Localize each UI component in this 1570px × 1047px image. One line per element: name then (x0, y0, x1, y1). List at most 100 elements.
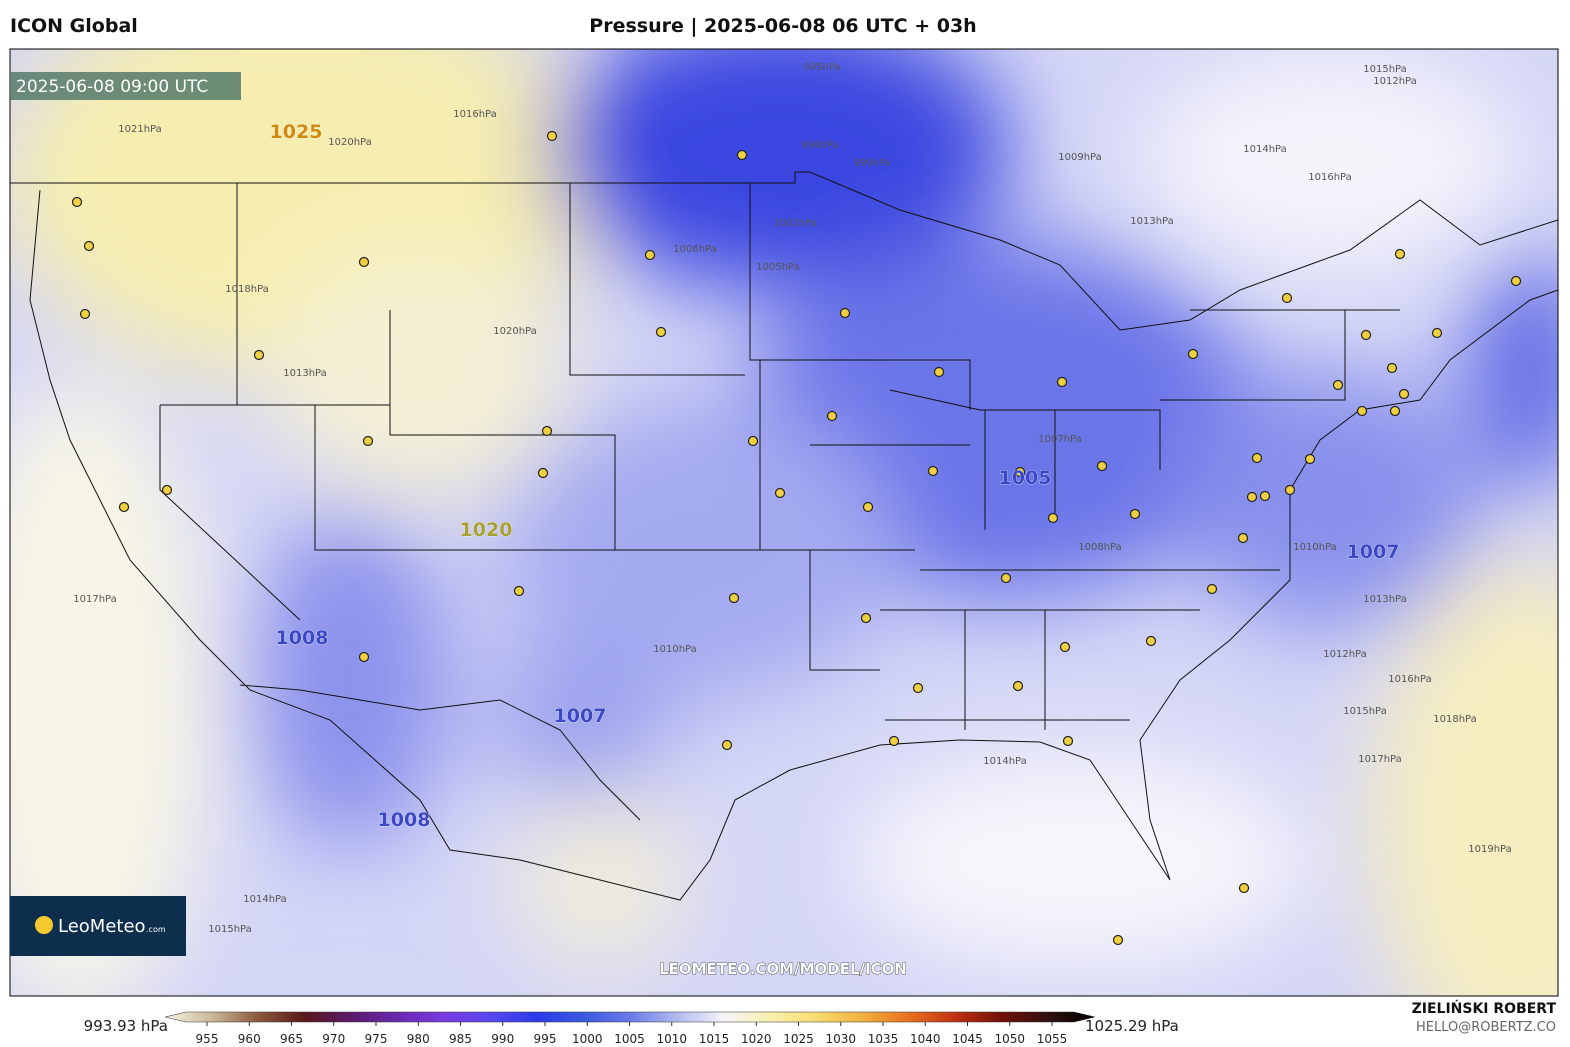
city-dot (1187, 348, 1199, 360)
city-dot (888, 735, 900, 747)
colorbar-tick-label: 975 (365, 1032, 388, 1046)
isobar-label: 1018hPa (225, 284, 269, 295)
city-dot (839, 307, 851, 319)
colorbar-tick-label: 965 (280, 1032, 303, 1046)
city-dot (1096, 460, 1108, 472)
colorbar-tick-label: 1040 (910, 1032, 941, 1046)
colorbar-tick-label: 985 (449, 1032, 472, 1046)
author: ZIELIŃSKI ROBERT (1412, 999, 1557, 1017)
colorbar-tick-label: 1035 (868, 1032, 899, 1046)
colorbar-tick-label: 955 (196, 1032, 219, 1046)
city-dot (1062, 735, 1074, 747)
colorbar-tick-label: 970 (322, 1032, 345, 1046)
isobar-label: 1016hPa (1388, 674, 1432, 685)
isobar-label: 1013hPa (283, 368, 327, 379)
city-dot (79, 308, 91, 320)
city-dot (655, 326, 667, 338)
pressure-center: 1008 (276, 627, 329, 649)
isobar-label: 998hPa (801, 140, 838, 151)
city-dot (1000, 572, 1012, 584)
city-dot (118, 501, 130, 513)
isobar-label: 1018hPa (1433, 714, 1477, 725)
isobar-label: 1020hPa (328, 137, 372, 148)
isobar-label: 1015hPa (1363, 64, 1407, 75)
colorbar-tick-label: 995 (534, 1032, 557, 1046)
colorbar-tick-label: 960 (238, 1032, 261, 1046)
city-dot (1431, 327, 1443, 339)
isobar-label: 1009hPa (1058, 152, 1102, 163)
isobar-label: 999hPa (853, 158, 890, 169)
city-dot (1356, 405, 1368, 417)
isobar-label: 1016hPa (1308, 172, 1352, 183)
city-dot (1237, 532, 1249, 544)
pressure-centers: 1025 1020 1008 1007 1005 1008 1007 (269, 121, 1400, 832)
city-dot (1014, 466, 1026, 478)
city-dot (1129, 508, 1141, 520)
logo-name: LeoMeteo (58, 916, 146, 937)
city-dot (546, 130, 558, 142)
pressure-center: 1007 (554, 705, 607, 727)
city-dot (1112, 934, 1124, 946)
isobar-label: 1014hPa (1243, 144, 1287, 155)
isobar-label: 1006hPa (673, 244, 717, 255)
isobar-label: 1013hPa (1130, 216, 1174, 227)
isobar-label: 1021hPa (118, 124, 162, 135)
time-box (10, 72, 241, 100)
city-dot (747, 435, 759, 447)
city-dot (1012, 680, 1024, 692)
city-dot (736, 149, 748, 161)
isobar-label: 1019hPa (1468, 844, 1512, 855)
city-dot (644, 249, 656, 261)
city-dot (358, 256, 370, 268)
city-dot (1360, 329, 1372, 341)
colorbar-min: 993.93 hPa (84, 1017, 168, 1035)
colorbar-tick-label: 990 (491, 1032, 514, 1046)
colorbar-tick-label: 1030 (825, 1032, 856, 1046)
city-dot (1281, 292, 1293, 304)
city-dot (358, 651, 370, 663)
isobar-label: 1015hPa (1343, 706, 1387, 717)
isobar-label: 1017hPa (73, 594, 117, 605)
isobar-label: 1010hPa (1293, 542, 1337, 553)
city-dot (1056, 376, 1068, 388)
city-dot (1238, 882, 1250, 894)
city-dot (1246, 491, 1258, 503)
city-dot (362, 435, 374, 447)
isobar-label: 995hPa (803, 62, 840, 73)
city-dot (1389, 405, 1401, 417)
pressure-center: 1005 (999, 467, 1052, 489)
city-dot (1510, 275, 1522, 287)
city-dot (728, 592, 740, 604)
city-dot (71, 196, 83, 208)
pressure-center: 1008 (378, 809, 431, 831)
city-dot (1059, 641, 1071, 653)
city-dot (541, 425, 553, 437)
city-dot (774, 487, 786, 499)
map-title: Pressure | 2025-06-08 06 UTC + 03h (589, 15, 976, 37)
city-dot (513, 585, 525, 597)
pressure-center: 1007 (1347, 541, 1400, 563)
city-dot (1206, 583, 1218, 595)
city-dot (912, 682, 924, 694)
isobar-label: 1014hPa (983, 756, 1027, 767)
city-dot (927, 465, 939, 477)
colorbar-tick-label: 1025 (783, 1032, 814, 1046)
logo-sun (35, 916, 53, 934)
city-dot (253, 349, 265, 361)
isobar-label: 1010hPa (653, 644, 697, 655)
colorbar-max: 1025.29 hPa (1085, 1017, 1179, 1035)
city-dot (83, 240, 95, 252)
colorbar (164, 1011, 1096, 1023)
city-dot (862, 501, 874, 513)
city-dot (860, 612, 872, 624)
city-dot (161, 484, 173, 496)
city-dot (1386, 362, 1398, 374)
city-dot (1398, 388, 1410, 400)
isobar-label: 1012hPa (1373, 76, 1417, 87)
colorbar-tick-label: 1005 (614, 1032, 645, 1046)
colorbar-tick-label: 1050 (994, 1032, 1025, 1046)
email: HELLO@ROBERTZ.CO (1416, 1020, 1556, 1035)
logo-suffix: .com (146, 925, 166, 934)
